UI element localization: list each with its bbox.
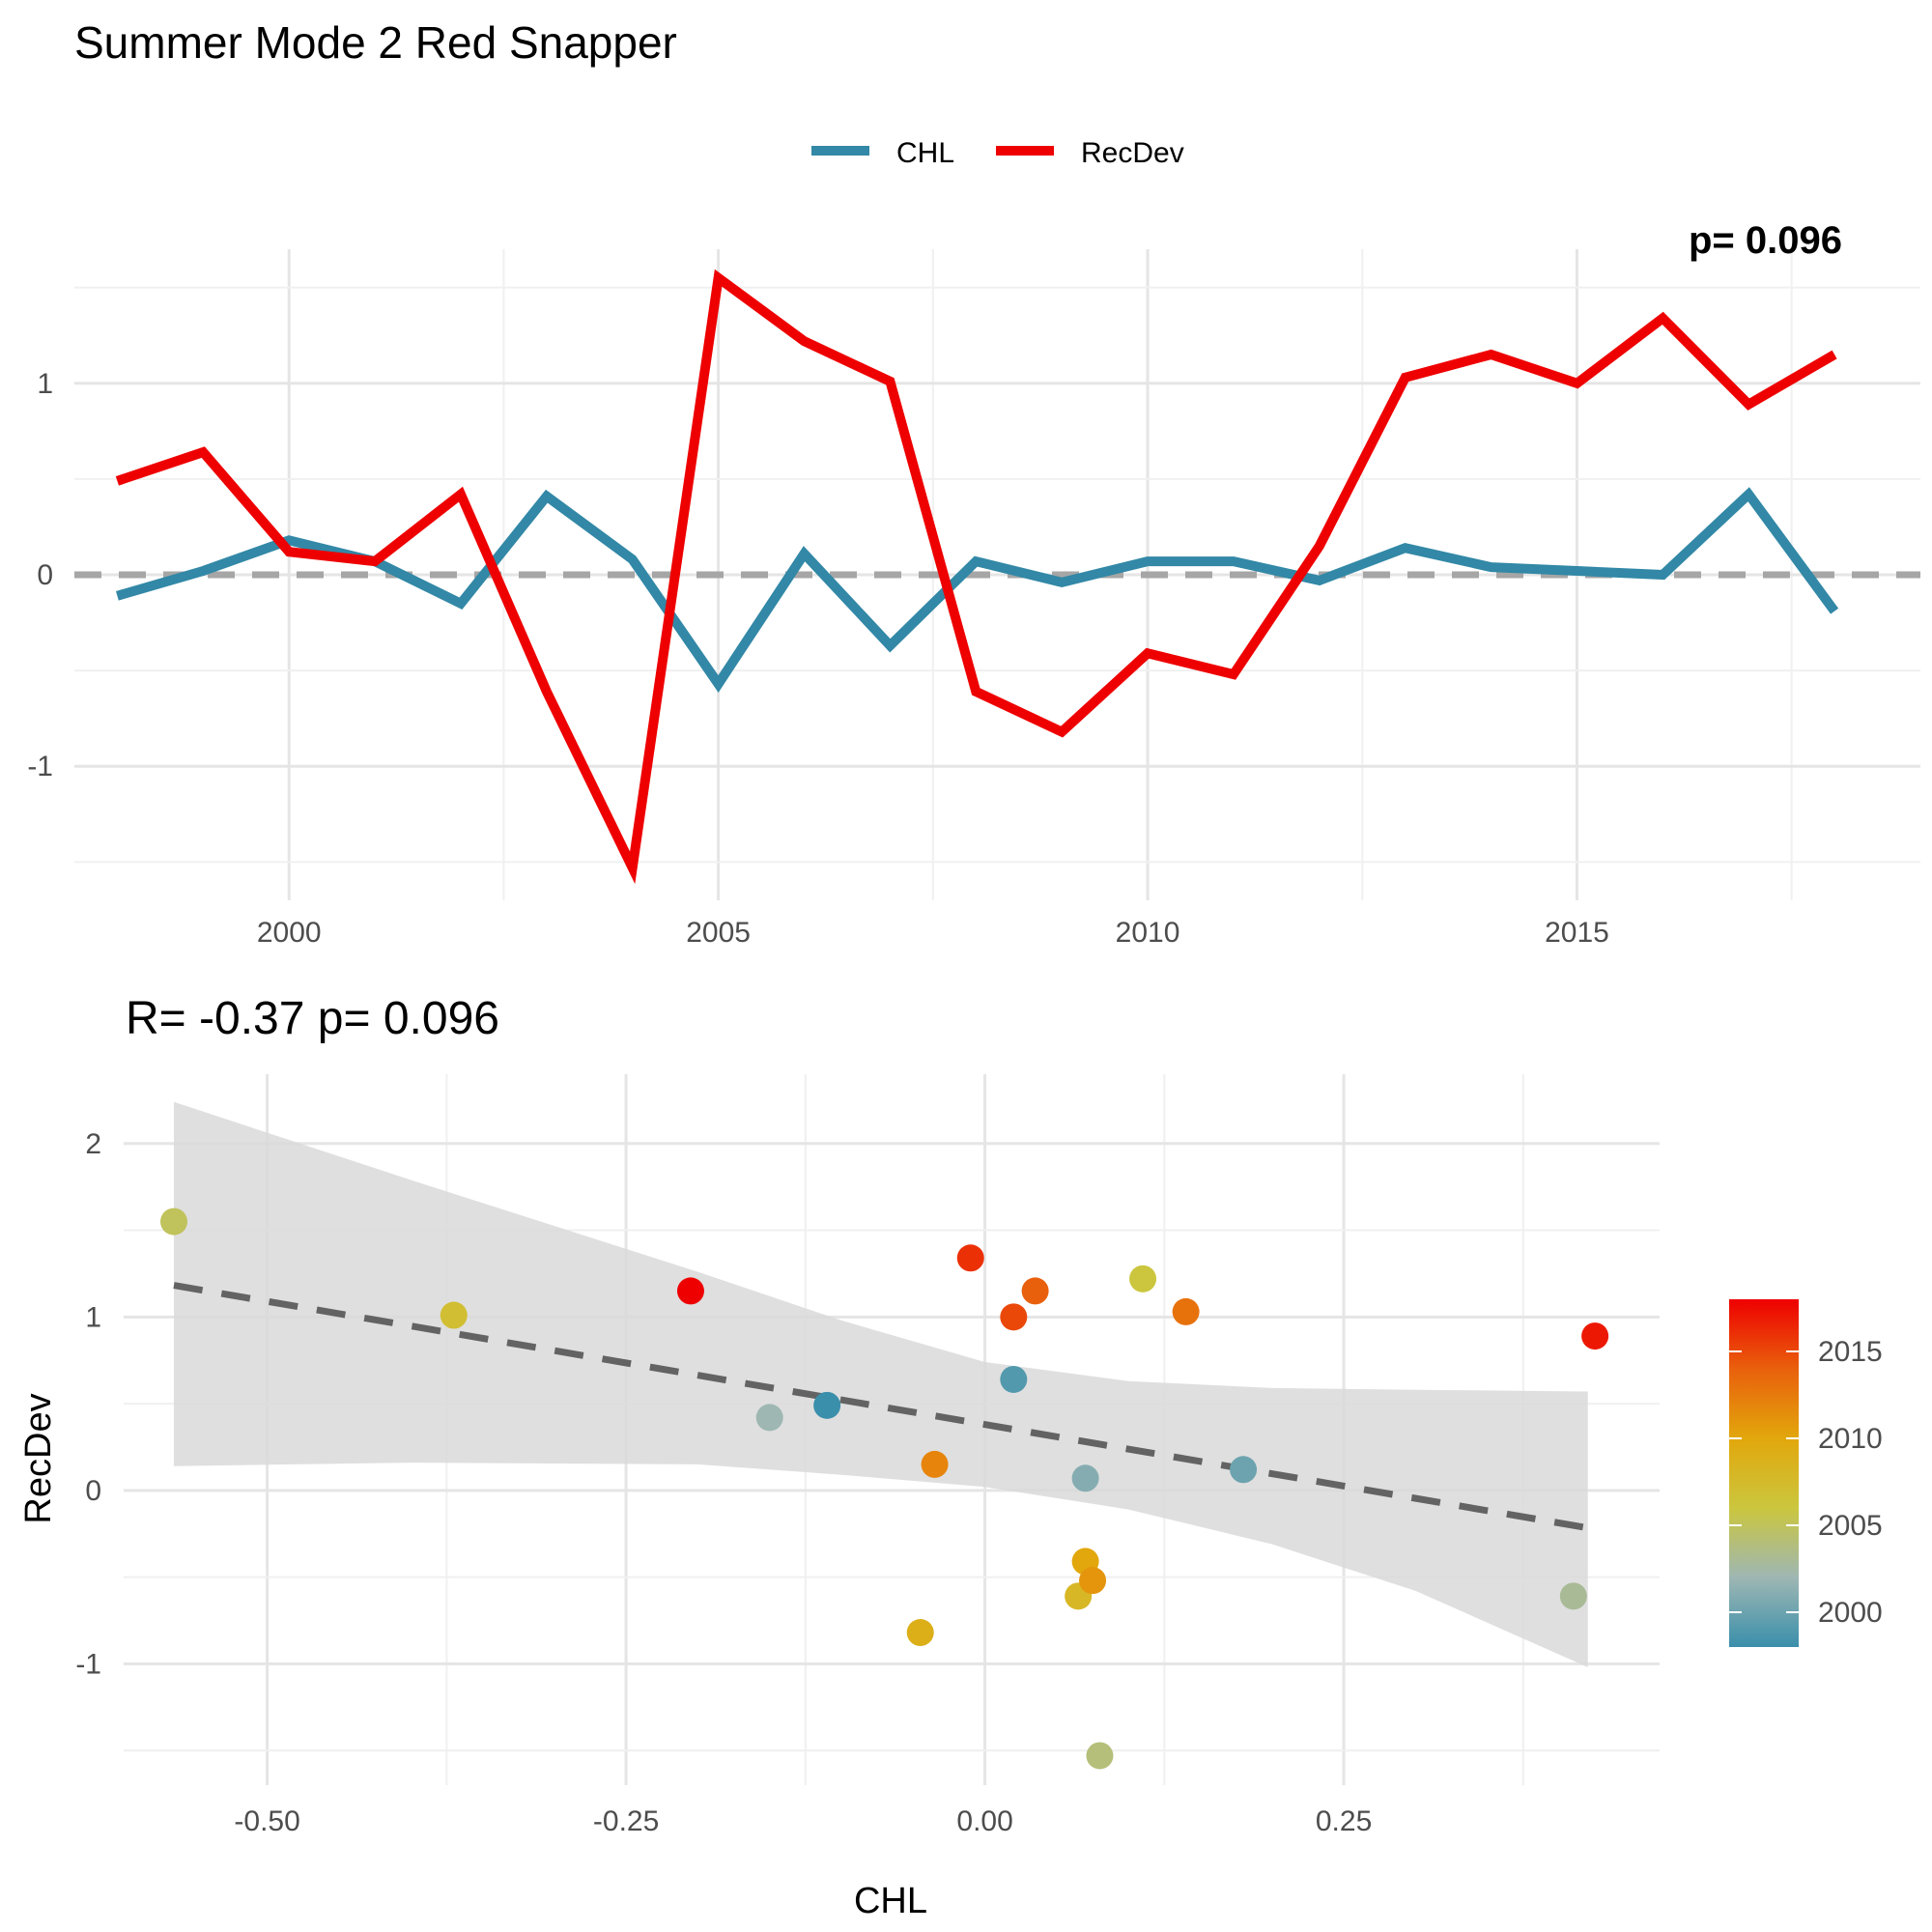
top-x-axis: 2000 2005 2010 2015 — [257, 917, 1609, 949]
x-tick-label: 0.00 — [956, 1805, 1012, 1837]
scatter-point — [440, 1301, 468, 1329]
y-tick-label: -1 — [27, 751, 53, 782]
scatter-point — [1000, 1365, 1028, 1393]
bottom-y-axis: -1 0 1 2 — [75, 1128, 101, 1681]
bottom-x-axis: -0.50 -0.25 0.00 0.25 — [234, 1805, 1372, 1837]
top-y-axis: -1 0 1 — [27, 368, 53, 782]
scatter-point — [1129, 1264, 1157, 1293]
timeseries-panel: Summer Mode 2 Red Snapper CHL RecDev -1 0… — [27, 17, 1920, 949]
x-axis-title: CHL — [854, 1881, 927, 1921]
colorbar-gradient — [1729, 1299, 1799, 1647]
series-line-recdev — [115, 269, 1837, 885]
scatter-point — [1021, 1277, 1049, 1305]
legend: CHL RecDev — [811, 137, 1184, 169]
legend-label-chl: CHL — [896, 137, 954, 169]
x-tick-label: 0.25 — [1316, 1805, 1372, 1837]
y-tick-label: -1 — [75, 1648, 101, 1680]
scatter-point — [1559, 1582, 1587, 1610]
scatter-point — [1230, 1456, 1258, 1484]
scatter-point — [1071, 1464, 1099, 1492]
scatter-point — [813, 1391, 841, 1419]
colorbar: 2000 2005 2010 2015 — [1729, 1299, 1883, 1647]
scatter-point — [676, 1277, 704, 1305]
x-tick-label: 2015 — [1545, 917, 1609, 949]
scatter-point — [1172, 1297, 1200, 1325]
x-tick-label: 2005 — [686, 917, 751, 949]
x-tick-label: 2010 — [1116, 917, 1180, 949]
scatter-point — [755, 1404, 783, 1432]
y-axis-title: RecDev — [18, 1393, 59, 1523]
x-tick-label: -0.50 — [234, 1805, 299, 1837]
legend-label-recdev: RecDev — [1081, 137, 1184, 169]
scatter-point — [1079, 1567, 1107, 1595]
colorbar-tick-label: 2015 — [1818, 1336, 1883, 1368]
chart-title: Summer Mode 2 Red Snapper — [74, 17, 677, 68]
colorbar-ticks: 2000 2005 2010 2015 — [1729, 1336, 1883, 1629]
x-tick-label: 2000 — [257, 917, 322, 949]
scatter-point — [1000, 1303, 1028, 1331]
scatter-point — [1086, 1742, 1114, 1770]
scatter-point — [921, 1450, 949, 1478]
scatter-point — [906, 1619, 934, 1647]
x-tick-label: -0.25 — [593, 1805, 659, 1837]
scatter-point — [1581, 1322, 1609, 1350]
scatter-point — [160, 1208, 188, 1236]
scatter-title: R= -0.37 p= 0.096 — [126, 993, 499, 1044]
y-tick-label: 1 — [85, 1301, 101, 1333]
y-tick-label: 0 — [85, 1475, 101, 1507]
y-tick-label: 2 — [85, 1128, 101, 1160]
scatter-points — [160, 1208, 1609, 1770]
scatter-point — [956, 1244, 984, 1272]
y-tick-label: 1 — [37, 368, 53, 400]
colorbar-tick-label: 2005 — [1818, 1510, 1883, 1542]
series-line-chl — [116, 487, 1839, 693]
corner-stat-label: p= 0.096 — [1689, 219, 1842, 262]
colorbar-tick-label: 2000 — [1818, 1597, 1883, 1629]
y-tick-label: 0 — [37, 559, 53, 591]
colorbar-tick-label: 2010 — [1818, 1423, 1883, 1455]
scatter-panel: R= -0.37 p= 0.096 -1 0 1 2 -0.50 -0.25 0.00 0.… — [18, 993, 1883, 1921]
confidence-band — [174, 1101, 1588, 1667]
